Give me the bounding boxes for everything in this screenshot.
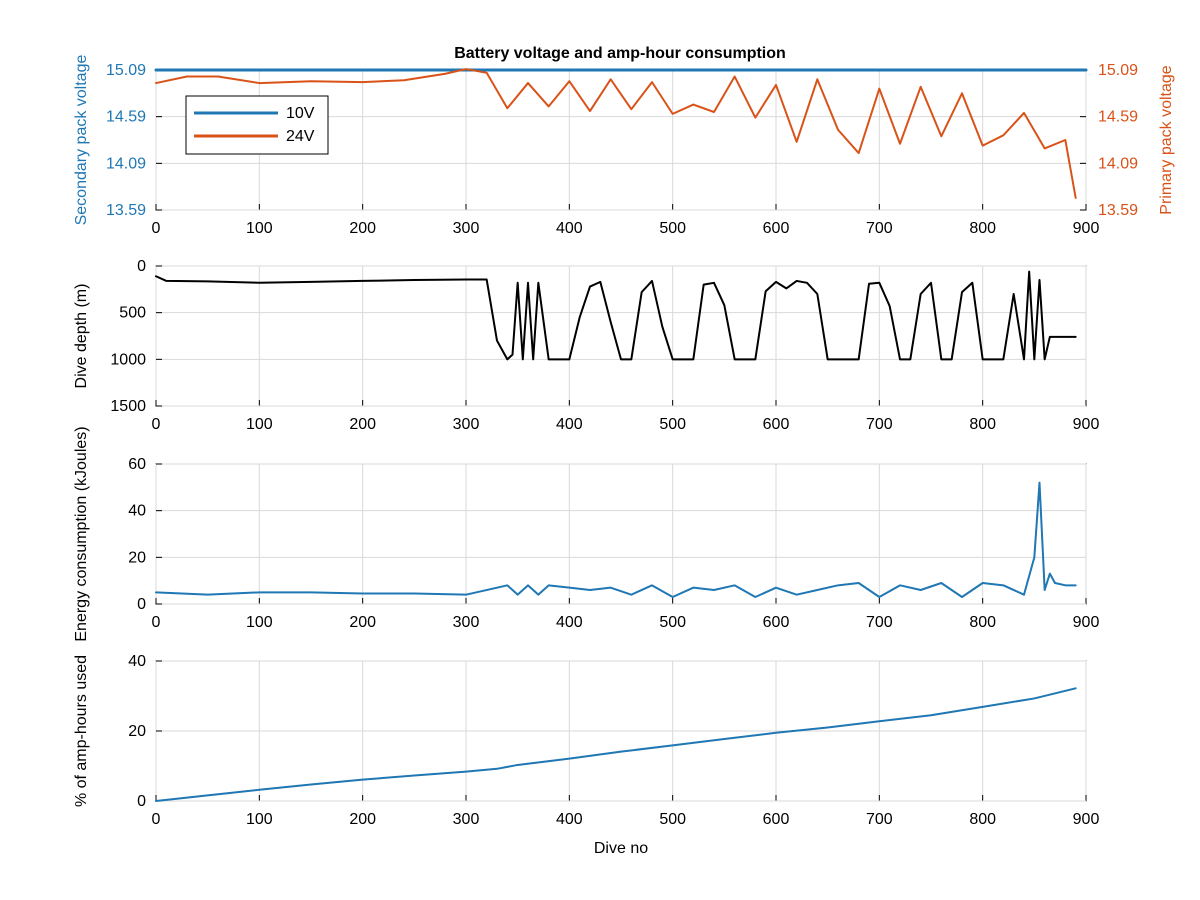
x-tick-label: 200 <box>349 614 376 631</box>
x-tick-label: 200 <box>349 220 376 237</box>
y-tick-label: 20 <box>128 723 146 740</box>
x-tick-label: 900 <box>1073 220 1100 237</box>
x-tick-label: 300 <box>453 220 480 237</box>
x-tick-label: 900 <box>1073 811 1100 828</box>
x-tick-label: 600 <box>763 416 790 433</box>
x-tick-label: 300 <box>453 416 480 433</box>
x-tick-label: 800 <box>969 811 996 828</box>
x-tick-label: 300 <box>453 811 480 828</box>
x-tick-label: 400 <box>556 220 583 237</box>
y-axis-label: Energy consumption (kJoules) <box>73 426 90 641</box>
x-axis-label: Dive no <box>594 840 648 857</box>
legend-label: 24V <box>286 128 315 145</box>
y2-tick-label: 14.59 <box>1098 109 1138 126</box>
energy-panel: 0 100 200 300 400 500 600 700 800 900 0 20 40 60 Energ… <box>73 426 1099 641</box>
x-tick-label: 100 <box>246 811 273 828</box>
y2-tick-label: 15.09 <box>1098 62 1138 79</box>
series-line <box>155 270 1077 361</box>
plot-area <box>155 265 1087 407</box>
amp-hours-panel: 0 100 200 300 400 500 600 700 800 900 0 20 40 % of am… <box>73 653 1099 857</box>
y2-axis-label: Primary pack voltage <box>1158 65 1175 214</box>
y-tick-label: 40 <box>128 653 146 670</box>
x-tick-label: 700 <box>866 614 893 631</box>
x-tick-label: 100 <box>246 416 273 433</box>
y2-tick-label: 13.59 <box>1098 202 1138 219</box>
x-tick-label: 900 <box>1073 614 1100 631</box>
y2-tick-label: 14.09 <box>1098 155 1138 172</box>
x-tick-label: 100 <box>246 614 273 631</box>
figure-title: Battery voltage and amp-hour consumption <box>454 45 786 62</box>
x-tick-label: 600 <box>763 220 790 237</box>
series-line <box>155 68 1077 199</box>
y-tick-label: 0 <box>137 793 146 810</box>
legend-label: 10V <box>286 105 315 122</box>
y-tick-label: 40 <box>128 503 146 520</box>
x-tick-label: 0 <box>152 614 161 631</box>
legend-box <box>185 95 329 155</box>
x-tick-label: 200 <box>349 416 376 433</box>
y-tick-label: 500 <box>119 305 146 322</box>
plot-area <box>155 463 1087 605</box>
x-tick-label: 200 <box>349 811 376 828</box>
series-line <box>155 687 1077 802</box>
y-tick-label: 14.59 <box>106 109 146 126</box>
x-tick-label: 400 <box>556 811 583 828</box>
x-tick-label: 600 <box>763 614 790 631</box>
x-tick-label: 500 <box>659 220 686 237</box>
y-tick-label: 13.59 <box>106 202 146 219</box>
x-tick-label: 900 <box>1073 416 1100 433</box>
x-tick-label: 0 <box>152 220 161 237</box>
y-axis-label: Secondary pack voltage <box>73 55 90 226</box>
x-tick-label: 100 <box>246 220 273 237</box>
x-tick-label: 700 <box>866 416 893 433</box>
y-tick-label: 1000 <box>110 351 146 368</box>
series-line <box>155 481 1077 598</box>
x-tick-label: 400 <box>556 416 583 433</box>
y-tick-label: 1500 <box>110 398 146 415</box>
y-axis-label: % of amp-hours used <box>73 655 90 807</box>
voltage-panel: 0 100 200 300 400 500 600 700 800 90013.5914.0914… <box>73 55 1175 237</box>
x-tick-label: 600 <box>763 811 790 828</box>
x-tick-label: 500 <box>659 614 686 631</box>
y-tick-label: 0 <box>137 596 146 613</box>
y-tick-label: 0 <box>137 258 146 275</box>
x-tick-label: 700 <box>866 220 893 237</box>
x-tick-label: 400 <box>556 614 583 631</box>
y-tick-label: 15.09 <box>106 62 146 79</box>
y-tick-label: 60 <box>128 456 146 473</box>
y-tick-label: 14.09 <box>106 155 146 172</box>
x-tick-label: 300 <box>453 614 480 631</box>
x-tick-label: 0 <box>152 416 161 433</box>
depth-panel: 0 100 200 300 400 500 600 700 800 900 0 500 1000 1500… <box>73 258 1099 433</box>
x-tick-label: 800 <box>969 614 996 631</box>
y-tick-label: 20 <box>128 549 146 566</box>
x-tick-label: 500 <box>659 416 686 433</box>
y-axis-label: Dive depth (m) <box>73 284 90 389</box>
x-tick-label: 700 <box>866 811 893 828</box>
x-tick-label: 0 <box>152 811 161 828</box>
x-tick-label: 800 <box>969 220 996 237</box>
x-tick-label: 500 <box>659 811 686 828</box>
x-tick-label: 800 <box>969 416 996 433</box>
